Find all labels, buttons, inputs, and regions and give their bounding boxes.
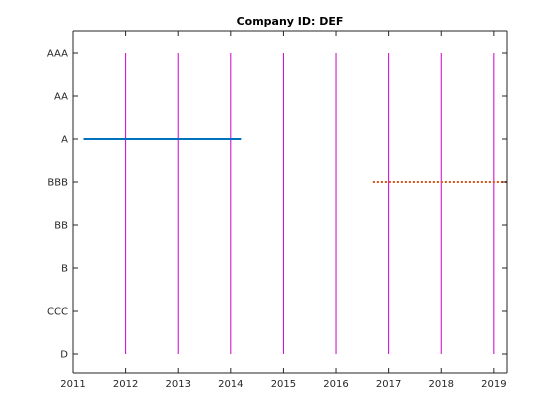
x-tick-label-2011: 2011 [60, 379, 85, 390]
x-tick-label-2018: 2018 [429, 379, 454, 390]
plot-background [73, 31, 507, 373]
y-tick-label-AAA: AAA [47, 49, 68, 60]
y-tick-label-B: B [61, 264, 68, 275]
y-tick-label-A: A [61, 135, 68, 146]
y-tick-label-AA: AA [54, 92, 68, 103]
x-tick-label-2012: 2012 [113, 379, 138, 390]
series-group [83, 138, 507, 183]
x-tick-label-2016: 2016 [323, 379, 348, 390]
x-tick-label-2014: 2014 [218, 379, 243, 390]
vertical-lines [125, 53, 495, 354]
y-tick-label-CCC: CCC [47, 307, 68, 318]
x-tick-label-2013: 2013 [165, 379, 190, 390]
y-tick-label-D: D [60, 350, 68, 361]
x-axis-ticks: 2011 2012 2013 2014 2015 2016 2017 2018 2019 [60, 31, 507, 390]
x-tick-label-2017: 2017 [376, 379, 401, 390]
chart-title: Company ID: DEF [237, 15, 344, 28]
x-tick-label-2019: 2019 [481, 379, 506, 390]
x-tick-label-2015: 2015 [271, 379, 296, 390]
axes [72, 30, 508, 374]
y-tick-label-BBB: BBB [47, 178, 68, 189]
y-tick-label-BB: BB [54, 221, 68, 232]
